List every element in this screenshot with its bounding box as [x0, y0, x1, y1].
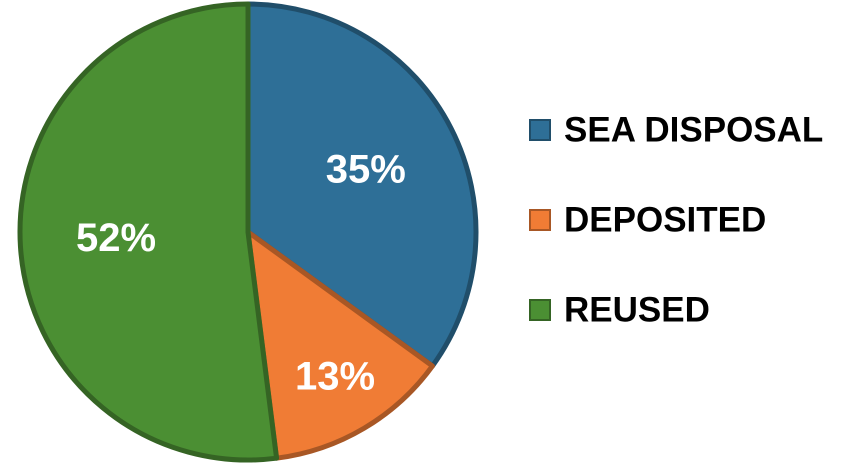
- pie-slice: [245, 229, 435, 461]
- legend-label: DEPOSITED: [564, 200, 766, 239]
- legend-swatch: [529, 209, 551, 231]
- legend-label: REUSED: [564, 290, 710, 329]
- legend-label: SEA DISPOSAL: [564, 110, 823, 149]
- legend-swatch: [529, 119, 551, 141]
- value-label: 13%: [295, 355, 375, 399]
- value-label: 35%: [326, 148, 406, 192]
- legend-swatch: [529, 299, 551, 321]
- pie-slice: [17, 1, 280, 463]
- value-label: 52%: [76, 216, 156, 260]
- pie-slice: [245, 1, 479, 369]
